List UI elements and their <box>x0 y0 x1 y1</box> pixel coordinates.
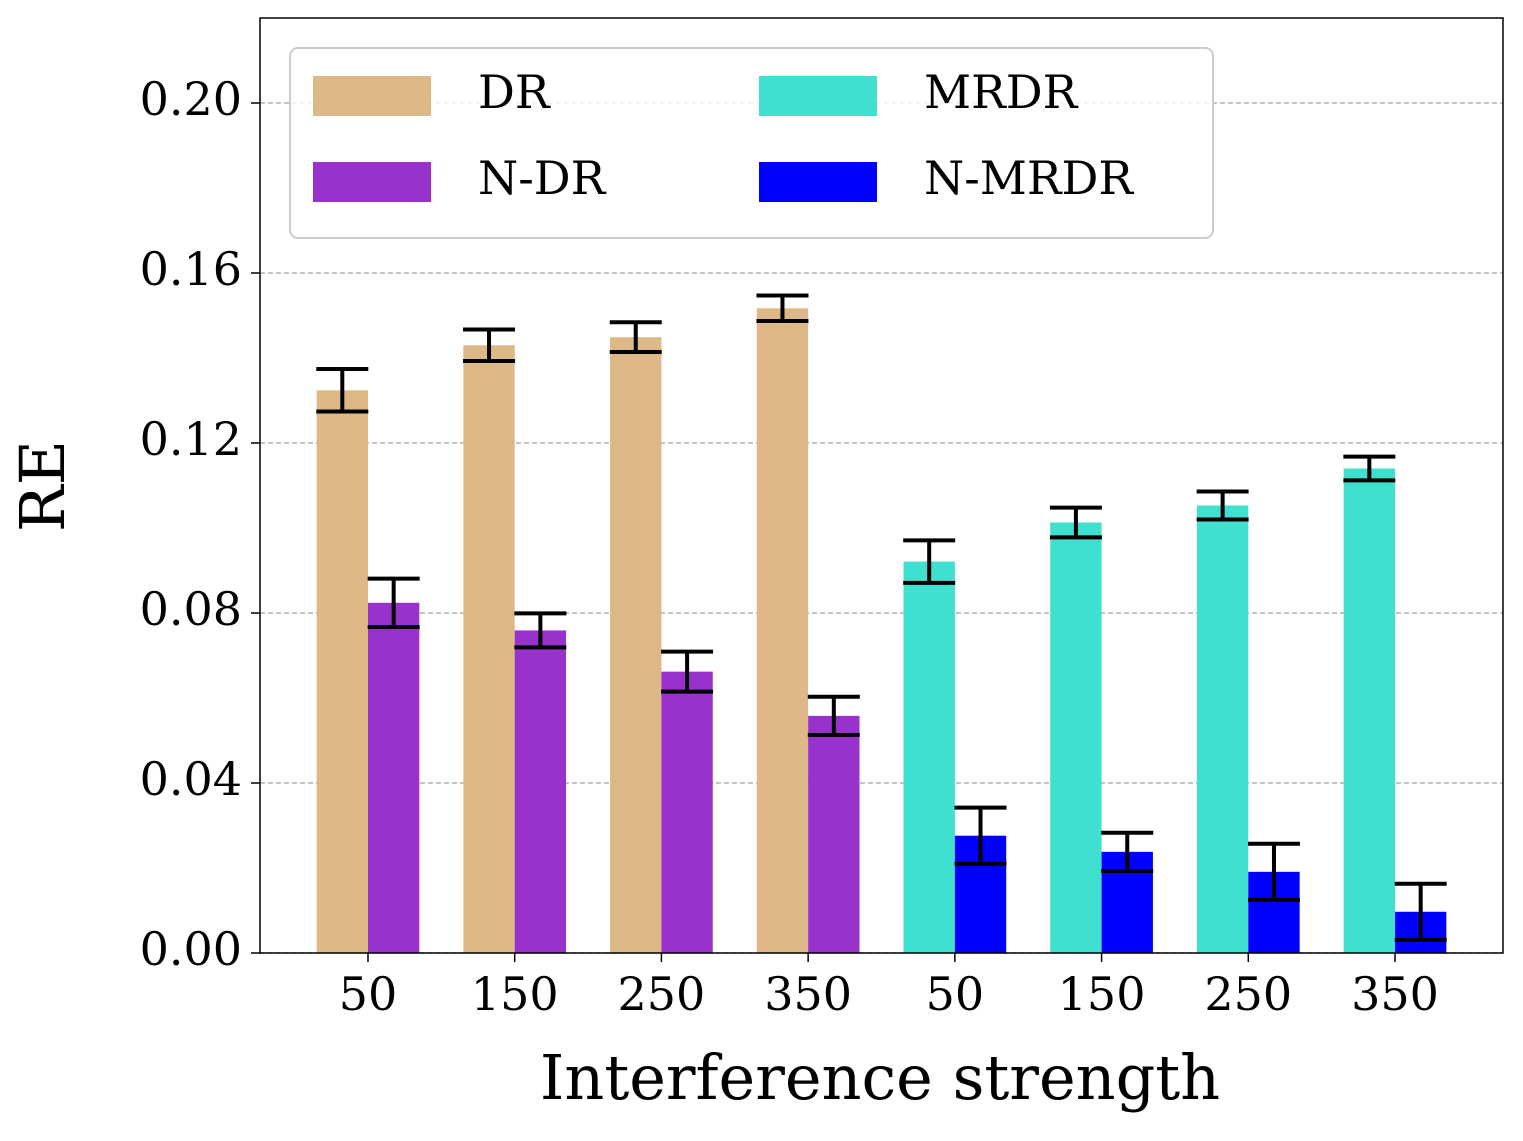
y-tick-label: 0.00 <box>140 922 242 976</box>
legend-swatch <box>759 162 877 202</box>
x-tick-label: 350 <box>764 967 852 1021</box>
x-tick-label: 150 <box>471 967 559 1021</box>
legend-label: DR <box>478 65 551 119</box>
bar <box>367 602 420 953</box>
y-tick-label: 0.04 <box>140 752 242 806</box>
y-axis-label: RE <box>6 440 79 532</box>
legend-label: MRDR <box>924 65 1079 119</box>
bar <box>316 390 368 953</box>
y-tick-label: 0.08 <box>140 582 242 636</box>
x-tick-label: 350 <box>1351 967 1439 1021</box>
y-tick-label: 0.12 <box>140 412 242 466</box>
bar <box>756 308 809 953</box>
bar <box>610 337 662 953</box>
legend-label: N-DR <box>478 151 607 205</box>
bar <box>808 715 860 953</box>
bar <box>1196 505 1249 953</box>
bar <box>463 345 515 953</box>
legend-box <box>289 47 1214 239</box>
legend-swatch <box>759 76 877 116</box>
bar <box>1050 522 1102 953</box>
x-tick-label: 150 <box>1058 967 1146 1021</box>
bar <box>1343 468 1396 953</box>
x-tick-label: 50 <box>339 967 398 1021</box>
x-tick-label: 250 <box>1204 967 1292 1021</box>
x-axis-label: Interference strength <box>540 1041 1220 1114</box>
plot-frame <box>259 17 1504 954</box>
bar <box>514 630 567 953</box>
bar <box>661 671 713 953</box>
bar <box>903 561 955 953</box>
x-tick-label: 50 <box>926 967 985 1021</box>
legend-label: N-MRDR <box>924 151 1134 205</box>
legend-swatch <box>313 162 431 202</box>
y-tick-label: 0.16 <box>140 242 242 296</box>
x-tick-label: 250 <box>618 967 706 1021</box>
legend-swatch <box>313 76 431 116</box>
y-tick-label: 0.20 <box>140 72 242 126</box>
